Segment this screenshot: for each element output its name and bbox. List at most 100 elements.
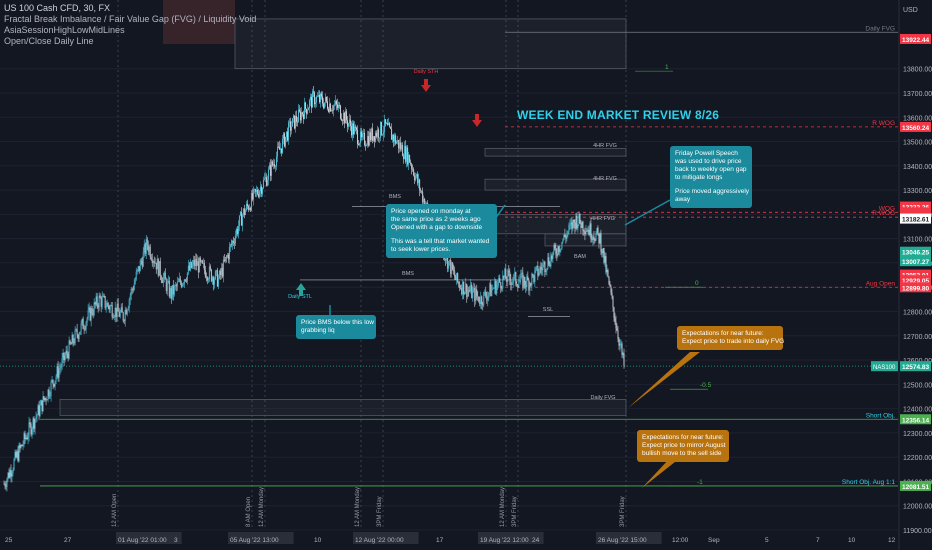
candle-body (333, 105, 334, 111)
candle-body (281, 138, 283, 153)
indicator-asia-session[interactable]: AsiaSessionHighLowMidLines (4, 25, 125, 35)
candle-body (279, 148, 281, 150)
time-tick-label: Sep (708, 537, 720, 544)
candle-body (115, 307, 117, 317)
candle-body (232, 240, 234, 243)
candle-body (605, 256, 607, 273)
up-arrow-icon (296, 283, 306, 296)
candle-body (55, 376, 57, 381)
indicator-fvg[interactable]: Fractal Break Imbalance / Fair Value Gap… (4, 14, 257, 24)
candle-body (329, 103, 330, 112)
candle-body (266, 179, 268, 186)
candle-body (314, 92, 315, 105)
candle-body (28, 422, 30, 437)
candle-body (141, 261, 143, 267)
candle-body (164, 272, 166, 280)
note-bms-liq: Price BMS below this low grabbing liq (296, 315, 376, 339)
candle-body (99, 295, 101, 299)
candle-body (47, 389, 49, 400)
candle-body (553, 245, 555, 253)
session-label: 3PM Friday (620, 496, 626, 527)
candle-body (494, 281, 496, 289)
price-axis[interactable]: 11900.0012000.0012100.0012200.0012300.00… (898, 0, 932, 550)
candle-body (63, 352, 65, 361)
candle-body (475, 289, 477, 302)
candle-body (323, 103, 324, 108)
price-tag-label: 12574.83 (902, 364, 929, 371)
level-lines (0, 31, 898, 487)
candle-body (265, 177, 267, 186)
candle-body (526, 276, 528, 287)
candle-body (94, 302, 96, 305)
candle-body (488, 292, 490, 296)
candle-body (58, 369, 60, 378)
price-tick-label: 13800.00 (903, 67, 932, 74)
candle-body (144, 244, 146, 254)
candle-body (211, 277, 213, 282)
candle-body (620, 343, 622, 345)
candle-body (391, 128, 393, 140)
candles (3, 85, 625, 492)
candle-body (107, 302, 109, 307)
candle-body (271, 161, 273, 166)
time-tick-label: 10 (848, 537, 856, 544)
candle-body (509, 272, 511, 280)
candle-body (461, 288, 463, 295)
candle-body (91, 308, 93, 315)
candle-body (188, 265, 190, 271)
candle-body (542, 264, 544, 271)
candle-body (356, 127, 358, 131)
candle-body (311, 96, 312, 108)
candle-body (150, 257, 152, 260)
candle-body (370, 132, 372, 141)
candle-body (254, 189, 256, 192)
candle-body (386, 123, 388, 124)
candle-body (514, 272, 516, 275)
candle-body (226, 254, 228, 258)
candle-body (558, 246, 560, 253)
candle-body (316, 96, 317, 103)
candle-body (594, 239, 596, 241)
candle-body (7, 472, 9, 479)
candle-body (394, 135, 396, 142)
level-label: R WOG (872, 210, 895, 217)
candle-body (205, 277, 207, 278)
candle-body (568, 225, 570, 232)
price-tag-label: 13560.24 (902, 125, 929, 132)
candle-body (342, 120, 343, 122)
candle-body (180, 282, 182, 287)
candle-body (550, 255, 552, 267)
price-tag (900, 269, 931, 280)
candle-body (371, 128, 373, 141)
candle-body (132, 289, 134, 291)
candle-body (556, 254, 558, 256)
candle-body (153, 260, 155, 264)
candle-body (538, 272, 540, 276)
level-label: R WOG (872, 120, 895, 127)
candle-body (454, 271, 456, 278)
indicator-daily-line[interactable]: Open/Close Daily Line (4, 36, 94, 46)
candle-body (13, 459, 15, 470)
candle-body (146, 239, 148, 246)
candle-body (546, 268, 548, 271)
chart-label: BMS (402, 271, 414, 277)
candle-body (215, 270, 217, 272)
candle-body (500, 282, 502, 289)
candle-body (21, 444, 23, 447)
time-axis[interactable]: 25 27 01 Aug '22 01:00 3 05 Aug '22 13:00 10 1… (5, 532, 896, 544)
candle-body (390, 126, 392, 129)
fvg-box (234, 18, 627, 70)
symbol-title[interactable]: US 100 Cash CFD, 30, FX (4, 3, 111, 13)
candle-body (385, 119, 387, 124)
candle-body (46, 399, 48, 401)
candle-body (41, 400, 43, 412)
candle-body (70, 343, 72, 345)
candle-body (197, 261, 199, 273)
candle-body (154, 262, 156, 264)
candle-body (463, 281, 465, 295)
candle-body (590, 223, 592, 239)
candle-body (353, 123, 355, 135)
candle-body (341, 118, 342, 121)
candle-body (52, 379, 54, 384)
